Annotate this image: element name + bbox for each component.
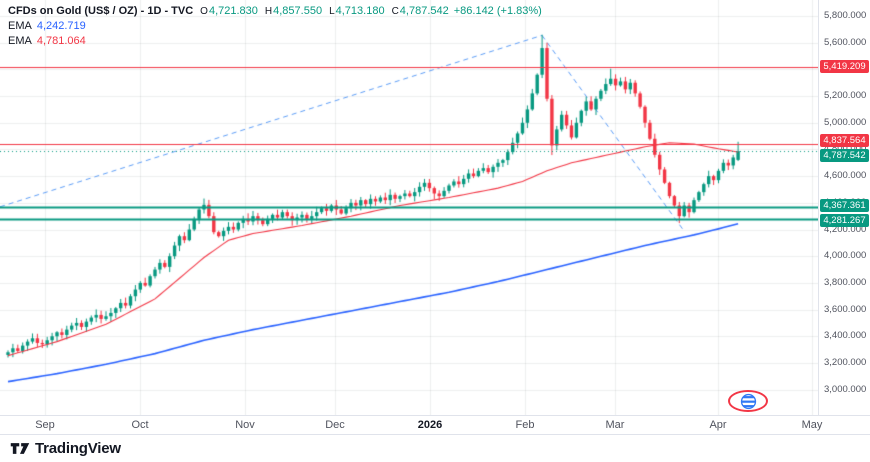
ohlc-close-label: C: [391, 6, 399, 17]
time-axis-label: Feb: [515, 419, 535, 431]
chart-legend: CFDs on Gold (US$ / OZ) - 1D - TVC O 4,7…: [8, 4, 542, 49]
price-tick-label: 3,000.000: [824, 383, 867, 395]
time-axis-label: Dec: [325, 419, 345, 431]
highlight-ellipse: [728, 390, 768, 412]
symbol-title[interactable]: CFDs on Gold (US$ / OZ) - 1D - TVC: [8, 5, 194, 17]
price-axis[interactable]: 5,800.0005,600.0005,400.0005,200.0005,00…: [818, 0, 870, 415]
price-tick-label: 3,800.000: [824, 276, 867, 288]
price-tick-label: 5,200.000: [824, 90, 867, 102]
price-axis-badge: 4,367.361: [820, 198, 869, 212]
price-tick-label: 5,000.000: [824, 116, 867, 128]
tradingview-logo-icon: [10, 443, 30, 454]
ohlc-high-value: 4,857.550: [273, 5, 323, 17]
time-axis-label: May: [801, 419, 823, 431]
price-tick-label: 4,200.000: [824, 223, 867, 235]
price-tick-label: 3,200.000: [824, 356, 867, 368]
ema-value: 4,242.719: [36, 20, 86, 32]
time-axis-label: Oct: [131, 419, 149, 431]
ohlc-low-label: L: [329, 6, 335, 17]
price-tick-label: 3,400.000: [824, 330, 867, 342]
ohlc-high-label: H: [264, 6, 273, 17]
ohlc-low-value: 4,713.180: [335, 5, 385, 17]
footer-bar: TradingView: [0, 434, 870, 462]
time-axis-label: Mar: [605, 419, 625, 431]
ema-label: EMA: [8, 35, 32, 47]
time-axis[interactable]: Sep Oct Nov Dec 2026 Feb Mar Apr May: [0, 415, 870, 435]
price-axis-badge: 4,281.267: [820, 214, 869, 228]
ema-value: 4,781.064: [36, 35, 86, 47]
time-axis-label: Apr: [709, 419, 727, 431]
price-axis-badge: 4,837.564: [820, 133, 869, 147]
indicator-ema-blue[interactable]: EMA 4,242.719: [8, 19, 542, 34]
price-tick-label: 4,600.000: [824, 170, 867, 182]
price-axis-badge: 5,419.209: [820, 60, 869, 74]
price-tick-label: 4,000.000: [824, 250, 867, 262]
ohlc-close-value: 4,787.542: [399, 5, 449, 17]
ema-label: EMA: [8, 20, 32, 32]
chart-plot-area: CFDs on Gold (US$ / OZ) - 1D - TVC O 4,7…: [0, 0, 818, 415]
price-axis-badge: 4,787.542: [820, 148, 869, 162]
time-axis-label: 2026: [417, 419, 443, 431]
ohlc-open-label: O: [200, 6, 208, 17]
price-tick-label: 5,800.000: [824, 10, 867, 21]
price-tick-label: 3,600.000: [824, 303, 867, 315]
ohlc-change: +86.142 (+1.83%): [453, 5, 542, 17]
indicator-ema-red[interactable]: EMA 4,781.064: [8, 34, 542, 49]
ohlc-open-value: 4,721.830: [208, 5, 258, 17]
time-axis-label: Sep: [35, 419, 55, 431]
sphere-sticker-icon[interactable]: [740, 393, 757, 410]
price-tick-label: 5,600.000: [824, 36, 867, 48]
price-chart-canvas[interactable]: [0, 0, 818, 415]
tradingview-logo[interactable]: TradingView: [10, 440, 121, 457]
tradingview-logo-text: TradingView: [35, 440, 121, 457]
time-axis-label: Nov: [235, 419, 255, 431]
